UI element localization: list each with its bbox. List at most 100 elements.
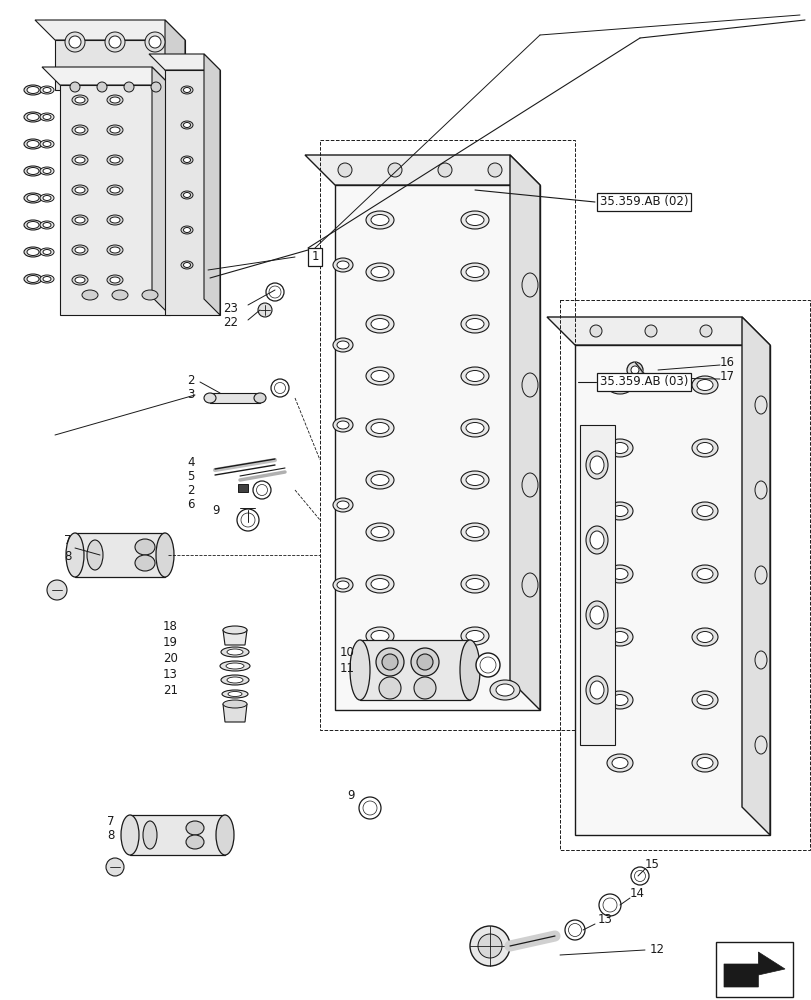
Text: 7: 7 [64, 534, 72, 546]
Ellipse shape [633, 870, 645, 881]
Ellipse shape [586, 526, 607, 554]
Ellipse shape [40, 194, 54, 202]
Ellipse shape [268, 286, 281, 298]
Ellipse shape [40, 113, 54, 121]
Polygon shape [35, 20, 185, 40]
Ellipse shape [109, 277, 120, 283]
Ellipse shape [521, 573, 538, 597]
Ellipse shape [590, 681, 603, 699]
Ellipse shape [107, 125, 122, 135]
Ellipse shape [611, 506, 627, 516]
Text: 35.359.AB (03): 35.359.AB (03) [599, 375, 688, 388]
Ellipse shape [410, 648, 439, 676]
Ellipse shape [183, 192, 191, 198]
Ellipse shape [371, 631, 388, 642]
Ellipse shape [371, 215, 388, 226]
Polygon shape [574, 345, 769, 835]
Ellipse shape [109, 127, 120, 133]
Ellipse shape [142, 290, 158, 300]
Ellipse shape [72, 245, 88, 255]
Text: 22: 22 [223, 316, 238, 328]
Ellipse shape [181, 261, 193, 269]
Ellipse shape [75, 127, 85, 133]
Polygon shape [305, 155, 539, 185]
Ellipse shape [590, 531, 603, 549]
Ellipse shape [466, 526, 483, 538]
Ellipse shape [607, 502, 633, 520]
Polygon shape [509, 155, 539, 710]
Circle shape [644, 325, 656, 337]
Ellipse shape [696, 506, 712, 516]
Ellipse shape [228, 692, 242, 696]
Ellipse shape [461, 523, 488, 541]
Polygon shape [42, 67, 169, 85]
Ellipse shape [107, 245, 122, 255]
Ellipse shape [607, 439, 633, 457]
Polygon shape [223, 704, 247, 722]
Ellipse shape [40, 275, 54, 283]
Ellipse shape [337, 581, 349, 589]
Ellipse shape [375, 648, 404, 676]
Ellipse shape [461, 575, 488, 593]
Ellipse shape [75, 187, 85, 193]
Ellipse shape [417, 654, 432, 670]
Ellipse shape [379, 677, 401, 699]
Text: 10: 10 [340, 647, 354, 660]
Ellipse shape [461, 419, 488, 437]
Ellipse shape [371, 370, 388, 381]
Ellipse shape [27, 114, 39, 121]
Ellipse shape [254, 393, 266, 403]
Ellipse shape [466, 422, 483, 434]
Circle shape [148, 36, 161, 48]
Ellipse shape [696, 379, 712, 390]
Circle shape [97, 82, 107, 92]
Ellipse shape [43, 88, 51, 93]
Circle shape [124, 82, 134, 92]
Ellipse shape [414, 677, 436, 699]
Ellipse shape [72, 275, 88, 285]
Polygon shape [55, 40, 185, 90]
Circle shape [258, 303, 272, 317]
Ellipse shape [611, 694, 627, 706]
Ellipse shape [521, 273, 538, 297]
Ellipse shape [333, 498, 353, 512]
Ellipse shape [366, 575, 393, 593]
Ellipse shape [366, 315, 393, 333]
Bar [579, 425, 614, 745]
Ellipse shape [586, 451, 607, 479]
Ellipse shape [461, 471, 488, 489]
Ellipse shape [479, 657, 496, 673]
Ellipse shape [204, 393, 216, 403]
Ellipse shape [590, 606, 603, 624]
Ellipse shape [72, 155, 88, 165]
Ellipse shape [754, 651, 766, 669]
Text: 9: 9 [212, 504, 220, 516]
Ellipse shape [43, 115, 51, 120]
Ellipse shape [466, 370, 483, 381]
Polygon shape [741, 317, 769, 835]
Ellipse shape [607, 376, 633, 394]
Ellipse shape [109, 247, 120, 253]
Ellipse shape [363, 801, 376, 815]
Bar [560, 300, 809, 850]
Ellipse shape [568, 923, 581, 936]
Ellipse shape [460, 640, 479, 700]
Ellipse shape [333, 578, 353, 592]
Ellipse shape [72, 185, 88, 195]
Polygon shape [148, 54, 220, 70]
Ellipse shape [696, 632, 712, 643]
Polygon shape [165, 20, 185, 90]
Circle shape [70, 82, 80, 92]
Text: 16: 16 [719, 356, 734, 368]
Ellipse shape [366, 471, 393, 489]
Circle shape [626, 362, 642, 378]
Bar [715, 942, 792, 997]
Ellipse shape [24, 85, 42, 95]
Ellipse shape [109, 157, 120, 163]
Ellipse shape [611, 758, 627, 768]
Ellipse shape [27, 87, 39, 94]
Ellipse shape [75, 277, 85, 283]
Ellipse shape [107, 155, 122, 165]
Ellipse shape [27, 194, 39, 202]
Ellipse shape [461, 627, 488, 645]
